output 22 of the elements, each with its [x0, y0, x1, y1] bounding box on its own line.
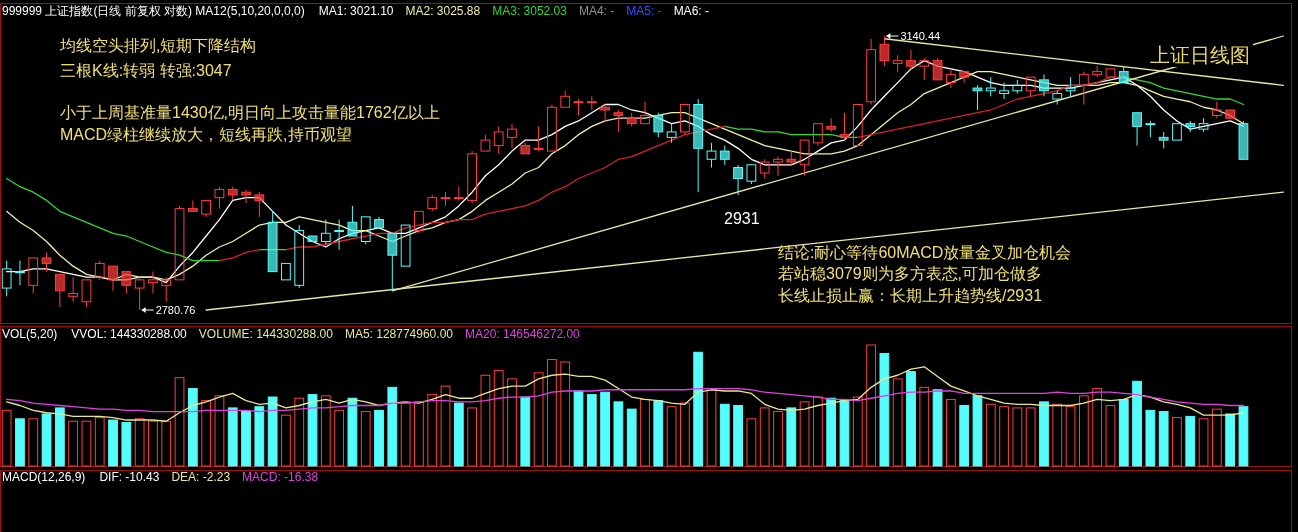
annotation: 三根K线:转弱 转强:3047 — [60, 62, 232, 79]
annotation: VOLUME: 144330288.00 — [198, 327, 333, 341]
annotation: DEA: -2.23 — [171, 470, 231, 484]
annotation: DIF: -10.43 — [99, 470, 160, 484]
annotation: MACD: -16.38 — [242, 470, 319, 484]
annotation: 小于上周基准量1430亿,明日向上攻击量能1762亿以上 — [60, 104, 440, 121]
title: VOL(5,20) — [2, 327, 58, 341]
annotation: 长线止损止赢：长期上升趋势线/2931 — [778, 287, 1043, 304]
annotation: MACD绿柱继续放大，短线再跌,持币观望 — [60, 126, 352, 143]
annotation: 2931 — [724, 210, 760, 227]
annotation: MA5: - — [626, 4, 662, 18]
annotation: MA6: - — [673, 4, 709, 18]
annotation: 3140.44 — [900, 30, 941, 42]
annotation: 结论:耐心等待60MACD放量金叉加仓机会 — [778, 244, 1072, 261]
title: MACD(12,26,9) — [2, 470, 86, 484]
annotation: 若站稳3079则为多方表态,可加仓做多 — [778, 265, 1043, 282]
annotation: VVOL: 144330288.00 — [71, 327, 187, 341]
annotation: MA4: - — [578, 4, 615, 18]
title: 999999 上证指数(日线 前复权 对数) MA12(5,10,20,0,0,0) — [2, 4, 305, 18]
annotation: 均线空头排列,短期下降结构 — [60, 37, 257, 54]
annotation: 上证日线图 — [1150, 44, 1250, 66]
annotation: 2780.76 — [155, 304, 196, 316]
